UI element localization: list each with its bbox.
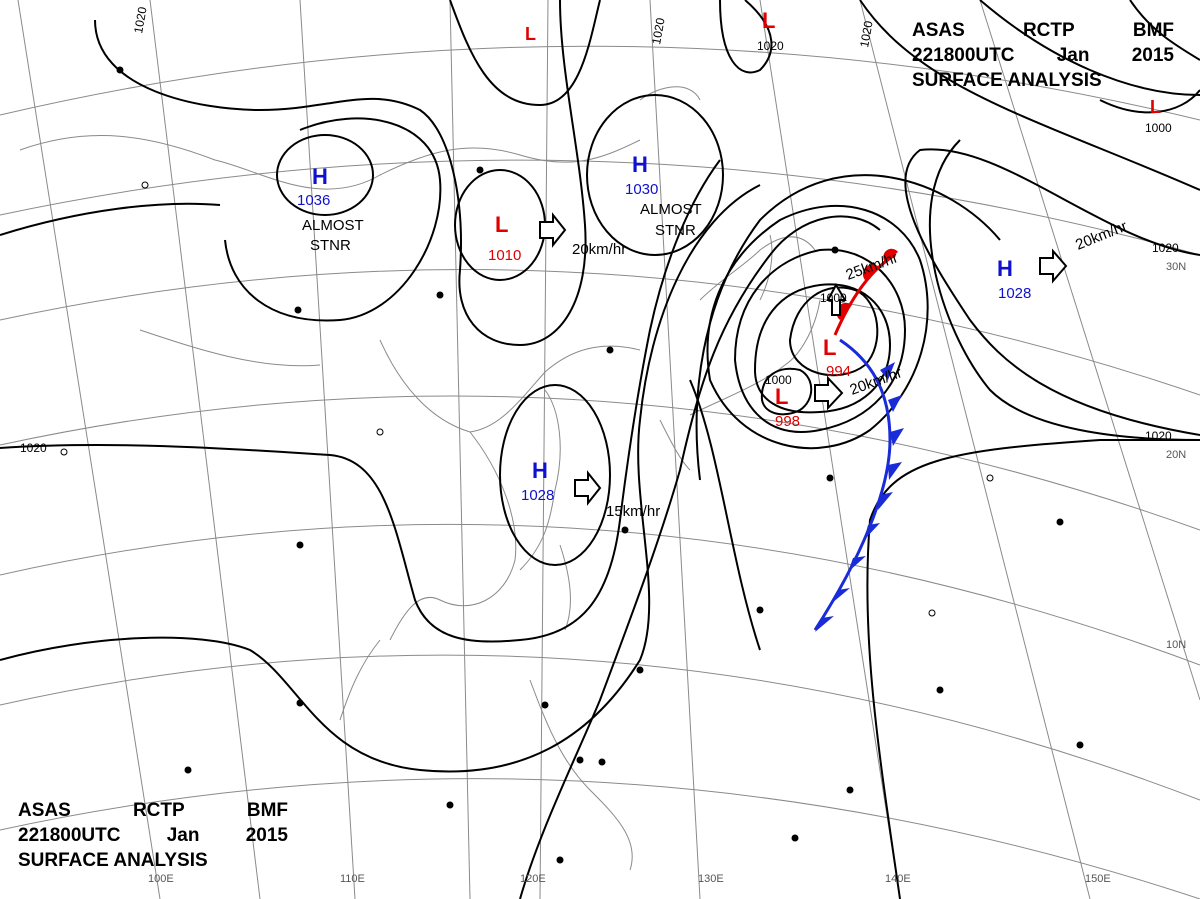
isobar-label: 1020	[131, 5, 149, 34]
isobar-label: 1000	[765, 373, 792, 387]
high-center-value: 1030	[625, 181, 658, 198]
center-note-1: ALMOST	[302, 217, 364, 234]
center-note-1: ALMOST	[640, 201, 702, 218]
isobar-label: 1020	[1152, 241, 1179, 255]
longitude-label: 140E	[885, 873, 911, 885]
latitude-label: 10N	[1166, 639, 1186, 651]
motion-arrows	[539, 212, 1068, 506]
graticule-labels: 100E 110E 120E 130E 140E 150E 30N 20N 10…	[148, 261, 1186, 885]
longitude-label: 110E	[340, 873, 365, 885]
header-line-2: 221800UTC Jan 2015	[18, 823, 288, 848]
chart-header-bottom: ASAS RCTP BMF 221800UTC Jan 2015 SURFACE…	[18, 798, 288, 873]
header-agency: ASAS	[912, 20, 965, 41]
high-center-value: 1036	[297, 192, 330, 209]
station-markers	[60, 66, 1084, 864]
header-line-1: ASAS RCTP BMF	[912, 18, 1174, 43]
low-center-label: L	[1150, 97, 1161, 117]
longitude-label: 100E	[148, 873, 174, 885]
latitude-label: 30N	[1166, 261, 1186, 273]
high-center-label: H	[632, 152, 648, 177]
header-year: 2015	[1131, 45, 1174, 66]
low-center-value: 998	[775, 413, 800, 430]
low-center-value: 994	[826, 363, 851, 380]
header-time: 221800UTC	[912, 45, 1015, 66]
high-center-label: H	[532, 458, 548, 483]
header-station: RCTP	[132, 800, 185, 821]
header-station: RCTP	[1022, 20, 1075, 41]
center-note-2: STNR	[310, 237, 351, 254]
motion-label: 20km/hr	[572, 241, 626, 258]
cold-front	[813, 338, 904, 632]
isobar-label: 1020	[649, 16, 667, 45]
header-line-1: ASAS RCTP BMF	[18, 798, 288, 823]
high-center-label: H	[997, 256, 1013, 281]
header-time: 221800UTC	[18, 825, 121, 846]
isobar-label: 1000	[820, 291, 847, 305]
header-month: Jan	[166, 825, 200, 846]
high-center-value: 1028	[521, 487, 554, 504]
motion-label: 15km/hr	[606, 503, 660, 520]
low-center-label: L	[495, 212, 508, 237]
isobar-label: 1000	[1145, 121, 1172, 135]
center-note-2: STNR	[655, 222, 696, 239]
chart-header-top: ASAS RCTP BMF 221800UTC Jan 2015 SURFACE…	[912, 18, 1174, 93]
longitude-label: 130E	[698, 873, 724, 885]
low-center-value: 1020	[757, 39, 784, 53]
header-product: SURFACE ANALYSIS	[18, 850, 208, 871]
low-center-label: L	[525, 24, 536, 44]
isobar-labels: 1020 1020 1020 1020 1020 1020 1000 1000 …	[20, 5, 1179, 455]
header-code: BMF	[246, 800, 288, 821]
low-center-value: 1010	[488, 247, 521, 264]
header-agency: ASAS	[18, 800, 71, 821]
pressure-centers: H 1036 ALMOST STNR H 1030 ALMOST STNR L …	[297, 8, 1161, 520]
low-center-label: L	[762, 8, 775, 33]
isobar-label: 1020	[857, 19, 875, 48]
low-center-label: L	[775, 384, 788, 409]
coastlines	[19, 86, 821, 871]
isobar-label: 1020	[20, 441, 47, 455]
high-center-label: H	[312, 164, 328, 189]
header-line-2: 221800UTC Jan 2015	[912, 43, 1174, 68]
header-year: 2015	[245, 825, 288, 846]
latitude-label: 20N	[1166, 449, 1186, 461]
longitude-label: 150E	[1085, 873, 1111, 885]
isobar-label: 1020	[1145, 429, 1172, 443]
low-center-label: L	[823, 335, 836, 360]
header-product: SURFACE ANALYSIS	[912, 70, 1102, 91]
header-month: Jan	[1056, 45, 1090, 66]
header-code: BMF	[1132, 20, 1174, 41]
high-center-value: 1028	[998, 285, 1031, 302]
longitude-label: 120E	[520, 873, 546, 885]
